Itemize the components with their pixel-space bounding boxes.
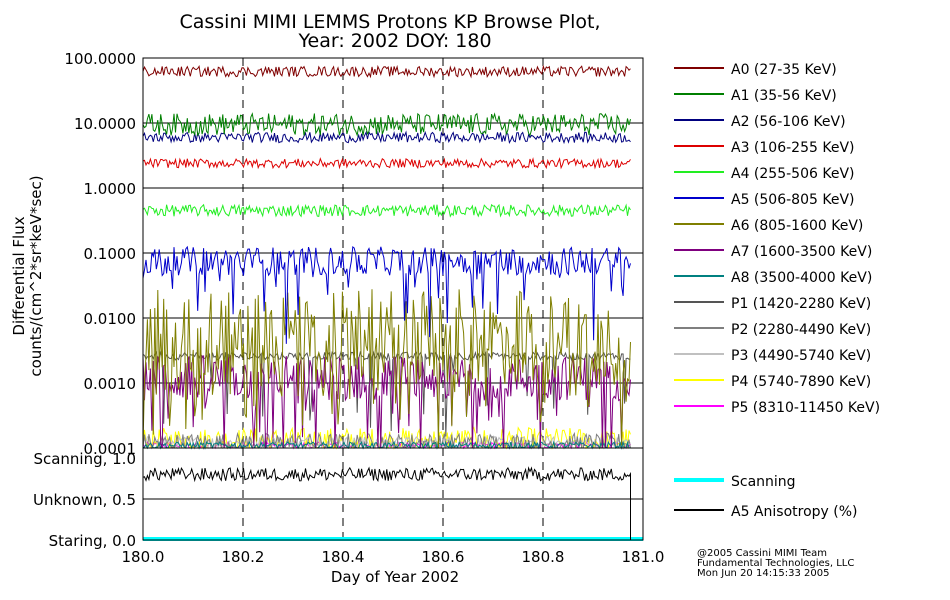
credits-line1: @2005 Cassini MIMI Team [697,548,827,559]
legend-item: A0 (27-35 KeV) [674,62,837,78]
bottom-plot-frame [142,447,644,541]
legend-label: A2 (56-106 KeV) [731,114,846,130]
legend-label: P3 (4490-5740 KeV) [731,348,871,364]
series-line-a5 [142,245,631,344]
legend-item: P2 (2280-4490 KeV) [674,322,871,338]
y-tick-label: 0.0010 [84,375,137,393]
credits-line2: Fundamental Technologies, LLC [697,558,854,569]
bottom-panel-label: Unknown, 0.5 [33,491,136,509]
bottom-panel-labels: Scanning, 1.0 Unknown, 0.5 Staring, 0.0 [33,450,136,550]
bottom-legend-item: Scanning [674,474,796,490]
legend: A0 (27-35 KeV) A1 (35-56 KeV) A2 (56-106 K… [674,62,880,416]
y-tick-label: 0.0001 [84,440,137,458]
bottom-series [142,466,643,541]
legend-label: P1 (1420-2280 KeV) [731,296,871,312]
legend-label: Scanning [731,474,796,490]
x-axis-label: Day of Year 2002 [331,568,459,586]
legend-item: A7 (1600-3500 KeV) [674,244,872,260]
legend-item: A5 (506-805 KeV) [674,192,854,208]
x-tick-label: 180.0 [122,548,165,566]
y-axis-label-line2: counts/(cm^2*sr*keV*sec) [27,175,45,376]
y-tick-label: 0.1000 [84,245,137,263]
legend-label: A8 (3500-4000 KeV) [731,270,872,286]
bottom-legend: Scanning A5 Anisotropy (%) [674,474,858,520]
legend-label: A1 (35-56 KeV) [731,88,837,104]
bottom-legend-item: A5 Anisotropy (%) [674,504,858,520]
legend-item: P1 (1420-2280 KeV) [674,296,871,312]
chart-title: Cassini MIMI LEMMS Protons KP Browse Plo… [179,11,600,33]
series-line-a0 [142,64,631,79]
bottom-panel-label: Staring, 0.0 [49,532,136,550]
legend-label: P2 (2280-4490 KeV) [731,322,871,338]
credits: @2005 Cassini MIMI Team Fundamental Tech… [697,548,854,579]
y-tick-label: 100.0000 [64,50,136,68]
legend-item: A2 (56-106 KeV) [674,114,846,130]
series-line-a1 [142,112,631,138]
legend-label: P4 (5740-7890 KeV) [731,374,871,390]
legend-item: A3 (106-255 KeV) [674,140,854,156]
y-tick-labels: 100.0000 10.0000 1.0000 0.1000 0.0100 0.0010 0… [64,50,136,458]
legend-item: A4 (255-506 KeV) [674,166,854,182]
legend-label: A7 (1600-3500 KeV) [731,244,872,260]
x-tick-labels: 180.0 180.2 180.4 180.6 180.8 181.0 [122,548,665,566]
legend-item: P3 (4490-5740 KeV) [674,348,871,364]
series-line-a4 [142,203,631,218]
series-line-a6 [142,289,631,449]
bottom-grid [143,448,643,540]
legend-item: A6 (805-1600 KeV) [674,218,863,234]
y-tick-label: 1.0000 [84,180,137,198]
legend-label: P5 (8310-11450 KeV) [731,400,880,416]
x-tick-label: 180.4 [322,548,365,566]
legend-label: A4 (255-506 KeV) [731,166,854,182]
series-line-a2 [142,130,631,145]
main-plot: 100.0000 10.0000 1.0000 0.1000 0.0100 0.0010 0… [64,50,644,458]
legend-item: P5 (8310-11450 KeV) [674,400,880,416]
y-tick-label: 10.0000 [74,115,136,133]
y-tick-label: 0.0100 [84,310,137,328]
legend-item: P4 (5740-7890 KeV) [674,374,871,390]
credits-line3: Mon Jun 20 14:15:33 2005 [697,568,830,579]
legend-item: A1 (35-56 KeV) [674,88,837,104]
main-series [142,64,631,450]
x-tick-label: 180.2 [222,548,265,566]
legend-label: A3 (106-255 KeV) [731,140,854,156]
bottom-panel-label: Scanning, 1.0 [33,450,136,468]
x-tick-label: 180.6 [422,548,465,566]
y-axis-label: Differential Flux counts/(cm^2*sr*keV*se… [10,175,45,376]
legend-label: A0 (27-35 KeV) [731,62,837,78]
legend-label: A5 Anisotropy (%) [731,504,858,520]
series-line-a5-anisotropy [142,466,631,540]
x-tick-label: 180.8 [522,548,565,566]
y-axis-label-line1: Differential Flux [10,216,28,335]
legend-label: A6 (805-1600 KeV) [731,218,863,234]
series-line-a3 [142,157,631,170]
chart-subtitle: Year: 2002 DOY: 180 [297,30,491,52]
legend-label: A5 (506-805 KeV) [731,192,854,208]
legend-item: A8 (3500-4000 KeV) [674,270,872,286]
x-tick-label: 181.0 [622,548,665,566]
bottom-plot: Scanning, 1.0 Unknown, 0.5 Staring, 0.0 [33,447,644,550]
